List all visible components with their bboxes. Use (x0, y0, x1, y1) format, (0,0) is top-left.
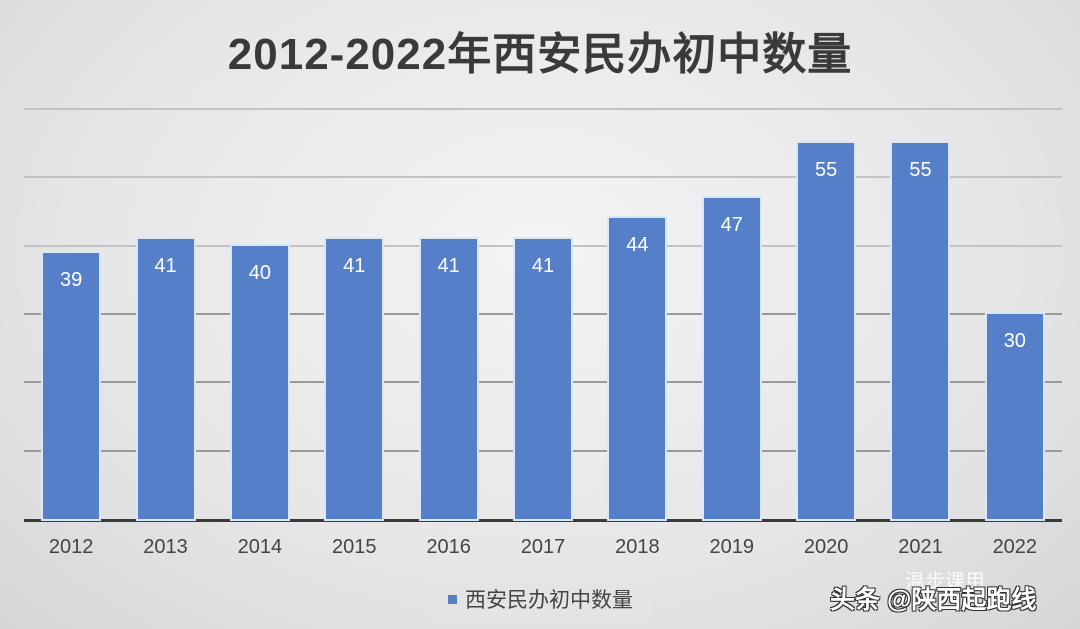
bar-2013: 41 (137, 238, 194, 519)
x-tick-label: 2022 (992, 536, 1038, 558)
legend: 西安民办初中数量 (430, 580, 652, 618)
plot-area: 39 41 40 41 41 41 44 47 55 55 30 (24, 108, 1062, 522)
bar-value-label: 47 (720, 213, 743, 236)
gridline (24, 176, 1062, 179)
bar-value-label: 41 (531, 254, 555, 277)
bar-value-label: 30 (1003, 330, 1026, 352)
bar-value-label: 44 (626, 234, 649, 257)
x-tick-label: 2019 (709, 536, 754, 558)
bar-value-label: 55 (814, 159, 838, 182)
x-axis-line (24, 519, 1062, 522)
bar-2021: 55 (892, 143, 949, 519)
x-tick-label: 2018 (615, 536, 660, 558)
x-tick-label: 2014 (237, 536, 283, 558)
x-tick-label: 2016 (426, 536, 471, 558)
watermark-secondary: 温步课用 (905, 571, 985, 593)
chart-title: 2012-2022年西安民办初中数量 (227, 30, 853, 79)
watermark: 头条 @陕西起跑线 (830, 586, 1037, 614)
bar-2018: 44 (609, 218, 666, 519)
bar-value-label: 41 (437, 254, 460, 277)
bar-value-label: 40 (248, 261, 272, 284)
x-tick-label: 2020 (803, 536, 849, 558)
bar-2020: 55 (798, 143, 855, 519)
bar-2014: 40 (231, 245, 288, 519)
gridline (24, 108, 1062, 110)
legend-swatch-icon (448, 594, 457, 604)
bar-value-label: 55 (909, 159, 932, 182)
bar-2016: 41 (420, 238, 477, 519)
legend-label: 西安民办初中数量 (465, 589, 633, 612)
bar-2015: 41 (326, 238, 383, 519)
bar-2022: 30 (986, 314, 1043, 519)
bar-value-label: 41 (154, 254, 177, 277)
bar-2017: 41 (515, 238, 571, 519)
x-tick-label: 2021 (898, 536, 943, 558)
x-tick-label: 2017 (520, 536, 566, 558)
bar-2019: 47 (703, 197, 760, 519)
bar-value-label: 41 (343, 254, 366, 277)
x-tick-label: 2012 (48, 536, 94, 558)
bar-2012: 39 (43, 252, 100, 519)
x-tick-label: 2013 (143, 536, 188, 558)
bar-value-label: 39 (60, 268, 83, 291)
x-tick-label: 2015 (332, 536, 377, 558)
